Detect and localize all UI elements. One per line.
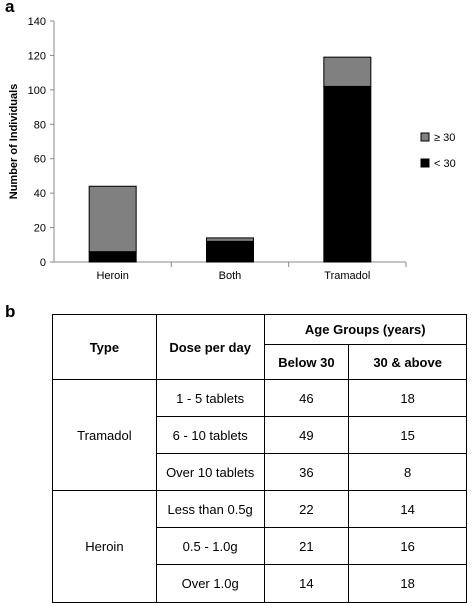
dose-cell: Over 10 tablets xyxy=(155,453,265,491)
panel-label-a: a xyxy=(5,0,15,16)
bar-segment xyxy=(323,56,372,87)
y-axis-title: Number of Individuals xyxy=(8,84,20,200)
x-tick-label: Heroin xyxy=(96,270,128,282)
stacked-bar-chart: 0 20 40 60 80 100 120 140 Number of Individuals H… xyxy=(8,16,456,282)
legend-label: ≥ 30 xyxy=(434,132,455,144)
above30-cell: 16 xyxy=(348,527,467,565)
type-cell-heroin: Heroin xyxy=(52,490,157,603)
header-dose: Dose per day xyxy=(155,314,265,380)
below30-cell: 36 xyxy=(263,453,350,491)
bar-segment xyxy=(206,240,254,263)
x-tick-label: Tramadol xyxy=(324,270,370,282)
panel-label-b: b xyxy=(5,302,16,321)
above30-cell: 14 xyxy=(348,490,467,528)
below30-cell: 14 xyxy=(263,564,350,603)
legend-swatch xyxy=(420,158,430,168)
y-tick-label: 60 xyxy=(34,154,46,166)
above30-cell: 18 xyxy=(348,379,467,417)
y-tick-label: 120 xyxy=(28,50,46,62)
bar-segment xyxy=(206,237,254,242)
header-age-groups: Age Groups (years) xyxy=(263,314,467,345)
below30-cell: 22 xyxy=(263,490,350,528)
x-tick-label: Both xyxy=(219,270,242,282)
y-tick-label: 0 xyxy=(40,257,46,269)
below30-cell: 49 xyxy=(263,416,350,454)
legend-swatch xyxy=(420,132,430,142)
dose-cell: Less than 0.5g xyxy=(155,490,265,528)
above30-cell: 18 xyxy=(348,564,467,603)
legend-label: < 30 xyxy=(434,158,456,170)
y-tick-label: 80 xyxy=(34,119,46,131)
age-group-table: Type Dose per day Age Groups (years) Bel… xyxy=(52,314,467,603)
above30-cell: 8 xyxy=(348,453,467,491)
y-tick-label: 100 xyxy=(28,85,46,97)
dose-cell: 6 - 10 tablets xyxy=(155,416,265,454)
below30-cell: 46 xyxy=(263,379,350,417)
header-type: Type xyxy=(52,314,157,380)
y-tick-label: 20 xyxy=(34,223,46,235)
y-tick-label: 40 xyxy=(34,188,46,200)
type-cell-tramadol: Tramadol xyxy=(52,379,157,491)
header-below-30: Below 30 xyxy=(263,344,350,380)
below30-cell: 21 xyxy=(263,527,350,565)
above30-cell: 15 xyxy=(348,416,467,454)
bar-segment xyxy=(88,185,137,253)
dose-cell: 1 - 5 tablets xyxy=(155,379,265,417)
dose-cell: Over 1.0g xyxy=(155,564,265,603)
header-30-above: 30 & above xyxy=(348,344,467,380)
bar-segment xyxy=(88,251,137,263)
bar-segment xyxy=(323,85,372,263)
y-tick-label: 140 xyxy=(28,16,46,28)
dose-cell: 0.5 - 1.0g xyxy=(155,527,265,565)
